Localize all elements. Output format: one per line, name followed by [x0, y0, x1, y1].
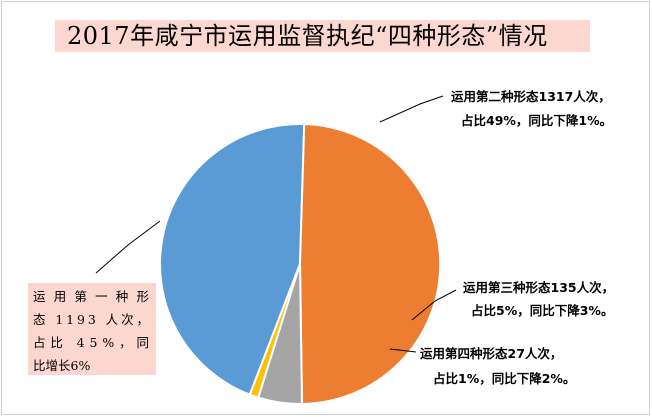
- leader-line-slice-4: [389, 348, 417, 353]
- pie-slice-2: [299, 123, 442, 405]
- leader-line-slice-2: [379, 95, 444, 123]
- slice-3-label-line-1: 运用第三种形态135人次，: [463, 280, 614, 295]
- slice-3-label-line-2: 占比5%，同比下降3%。: [471, 303, 613, 318]
- slice-1-label-line-4: 比增长6%: [33, 358, 90, 373]
- slice-1-label-line-2: 态 1193 人次，: [33, 312, 149, 327]
- slice-1-label-background: [28, 283, 156, 375]
- slice-1-label-line-3: 占比 45%，同: [33, 335, 149, 350]
- slice-2-label-line-1: 运用第二种形态1317人次，: [451, 89, 611, 104]
- slice-4-label-line-1: 运用第四种形态27人次，: [420, 346, 562, 361]
- pie-slice-4: [248, 263, 301, 399]
- slice-2-label-line-2: 占比49%，同比下降1%。: [461, 113, 612, 128]
- leader-line-slice-3: [411, 289, 457, 321]
- pie-slices: [159, 123, 442, 405]
- slice-4-label-line-2: 占比1%，同比下降2%。: [433, 371, 575, 386]
- chart-title: 2017年咸宁市运用监督执纪“四种形态”情况: [55, 20, 590, 52]
- pie-slice-1: [159, 123, 306, 396]
- leader-line-slice-1: [95, 220, 161, 274]
